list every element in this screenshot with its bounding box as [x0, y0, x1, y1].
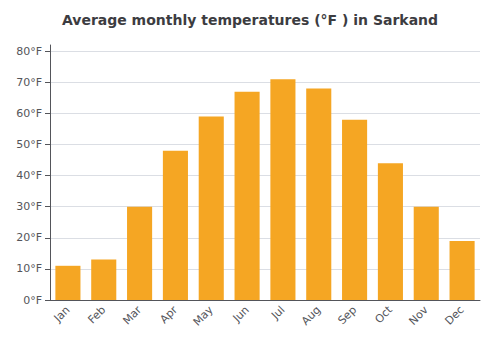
svg-text:Jun: Jun: [230, 303, 252, 325]
svg-text:50°F: 50°F: [16, 138, 42, 151]
svg-text:May: May: [191, 303, 217, 329]
svg-text:Sep: Sep: [335, 303, 359, 327]
svg-text:Oct: Oct: [372, 303, 395, 326]
svg-text:30°F: 30°F: [16, 200, 42, 213]
svg-text:80°F: 80°F: [16, 45, 42, 58]
svg-text:Average monthly temperatures (: Average monthly temperatures (°F ) in Sa…: [62, 12, 438, 28]
svg-text:Jan: Jan: [51, 303, 73, 325]
svg-text:Dec: Dec: [442, 303, 466, 327]
svg-text:20°F: 20°F: [16, 231, 42, 244]
svg-text:40°F: 40°F: [16, 169, 42, 182]
svg-text:60°F: 60°F: [16, 107, 42, 120]
svg-text:0°F: 0°F: [23, 294, 42, 307]
svg-text:Mar: Mar: [120, 303, 144, 327]
svg-text:70°F: 70°F: [16, 76, 42, 89]
svg-text:Aug: Aug: [299, 303, 323, 327]
svg-text:Jul: Jul: [268, 303, 287, 322]
svg-text:Apr: Apr: [157, 303, 180, 326]
svg-text:Feb: Feb: [85, 303, 108, 326]
svg-text:10°F: 10°F: [16, 262, 42, 275]
svg-text:Nov: Nov: [406, 303, 431, 328]
